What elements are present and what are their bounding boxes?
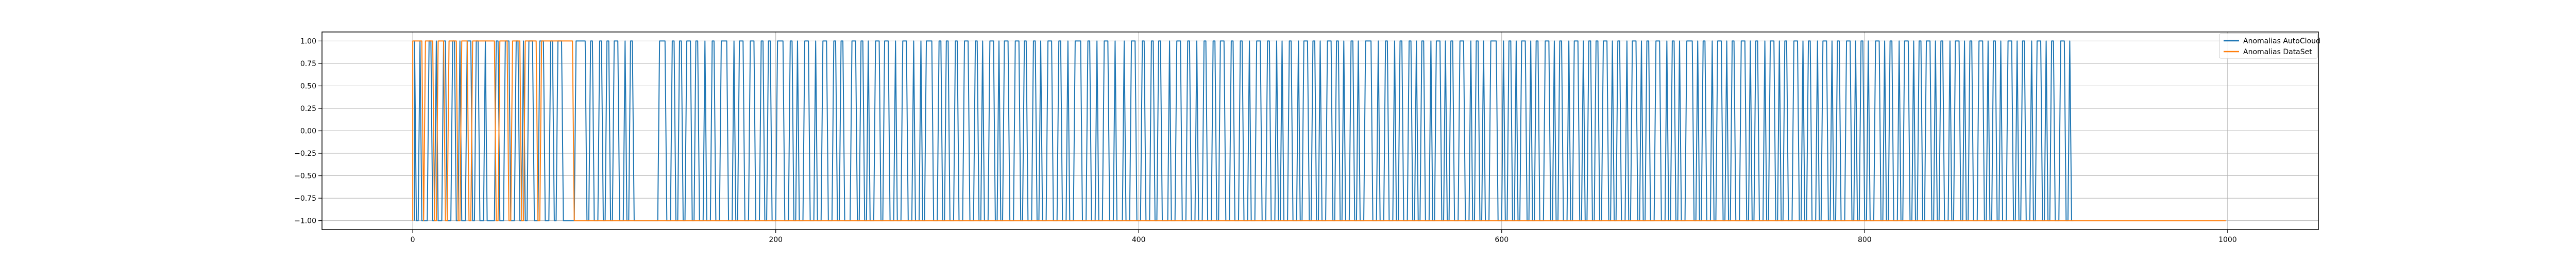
y-tick-label: −0.50 [294,172,316,181]
y-tick-label: −0.75 [294,195,316,203]
x-tick-label: 400 [1132,236,1146,244]
series-layer [412,40,2226,221]
x-tick-label: 0 [411,236,415,244]
x-tick-label: 800 [1858,236,1872,244]
y-tick-label: −1.00 [294,217,316,225]
x-tick-label: 200 [769,236,783,244]
legend: Anomalias AutoCloud Anomalias DataSet [2219,33,2320,59]
legend-label-anomalias-dataset: Anomalias DataSet [2243,48,2312,56]
legend-label-anomalias-autocloud: Anomalias AutoCloud [2243,37,2320,45]
x-tick-label: 1000 [2218,236,2237,244]
y-tick-label: 0.00 [300,127,316,136]
y-tick-label: −0.25 [294,150,316,158]
y-tick-label: 0.75 [300,60,316,68]
y-tick-label: 0.25 [300,105,316,113]
series-line-anomalias-dataset [412,40,2226,221]
axis-ticks: 0 200 400 600 800 1000 1.00 0.75 0.50 0.25 0.00 −0.… [294,37,2237,244]
legend-box [2219,33,2318,59]
y-tick-label: 1.00 [300,37,316,45]
y-tick-label: 0.50 [300,82,316,90]
x-tick-label: 600 [1495,236,1509,244]
